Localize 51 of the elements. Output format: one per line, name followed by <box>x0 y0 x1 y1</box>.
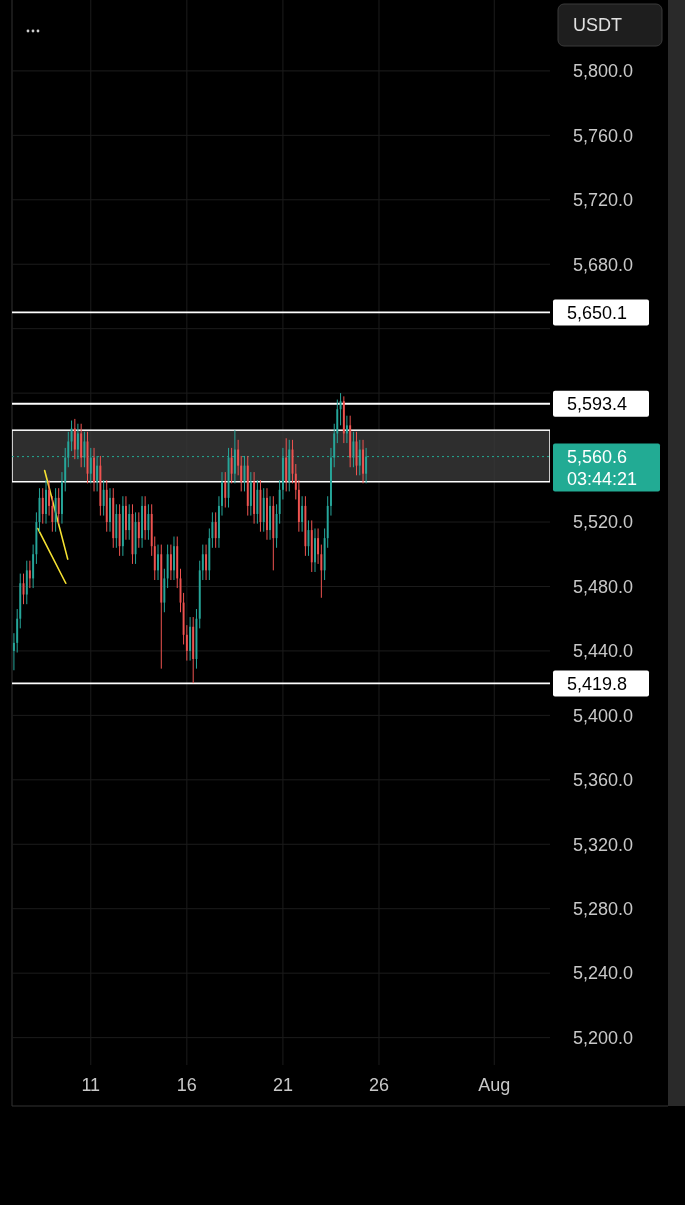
candlestick <box>173 536 175 581</box>
y-tick-label: 5,680.0 <box>572 254 634 275</box>
candlestick <box>57 487 60 525</box>
candlestick <box>230 447 233 484</box>
candlestick <box>157 544 159 581</box>
candlestick <box>147 503 150 541</box>
candlestick <box>70 420 73 452</box>
candlestick <box>109 487 111 533</box>
candlestick <box>269 495 272 541</box>
y-tick-label: 5,280.0 <box>572 899 634 920</box>
candlestick <box>214 511 217 549</box>
x-tick-label: Aug <box>478 1075 511 1096</box>
ref-line-label: 5,419.8 <box>567 673 628 694</box>
y-tick-label: 5,400.0 <box>572 705 634 726</box>
ref-line-label: 5,650.1 <box>567 302 628 323</box>
x-tick-label: 11 <box>81 1075 101 1096</box>
y-tick-label: 5,520.0 <box>572 512 634 533</box>
candlestick <box>339 392 342 426</box>
candlestick <box>137 511 140 549</box>
candlestick <box>362 439 365 484</box>
x-tick-label: 16 <box>176 1075 197 1096</box>
candlestick <box>301 495 304 533</box>
y-axis-title: USDT <box>573 15 622 36</box>
candlestick <box>169 544 172 581</box>
x-tick-label: 21 <box>272 1075 293 1096</box>
y-tick-label: 5,240.0 <box>572 963 634 984</box>
candlestick <box>102 479 105 517</box>
ref-line-label: 5,593.4 <box>567 394 628 415</box>
candlestick <box>124 495 127 541</box>
candlestick <box>128 503 131 541</box>
candlestick <box>205 544 208 581</box>
y-tick-label: 5,480.0 <box>572 576 634 597</box>
y-tick-label: 5,200.0 <box>572 1027 634 1048</box>
candlestick <box>224 471 227 509</box>
candlestick <box>28 560 31 589</box>
y-tick-label: 5,360.0 <box>572 770 634 791</box>
y-tick-label: 5,720.0 <box>572 190 634 211</box>
text: 03:44:21 <box>567 468 638 489</box>
candlestick <box>266 487 268 541</box>
candlestick <box>345 415 348 444</box>
y-tick-label: 5,440.0 <box>572 641 634 662</box>
y-tick-label: 5,800.0 <box>572 61 634 82</box>
candlestick <box>76 423 79 460</box>
x-tick-label: 26 <box>368 1075 390 1096</box>
candlestick <box>314 527 316 573</box>
y-tick-label: 5,320.0 <box>572 834 634 855</box>
candlestick <box>45 479 47 525</box>
y-tick-label: 5,760.0 <box>572 125 634 146</box>
ref-line-label: 5,560.6 <box>567 446 628 467</box>
candlestick <box>41 487 44 525</box>
candlestick <box>352 431 355 468</box>
